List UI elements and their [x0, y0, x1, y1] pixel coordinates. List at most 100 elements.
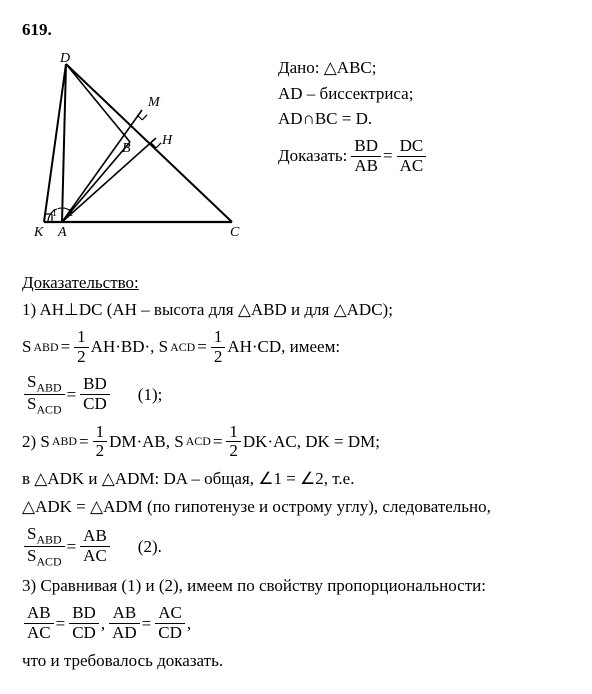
equals: =: [61, 335, 71, 359]
sub-abd: ABD: [36, 380, 61, 394]
svg-text:C: C: [230, 225, 240, 240]
sub-abd: ABD: [33, 339, 58, 356]
proof-heading: Доказательство:: [22, 273, 139, 292]
given-line-4: Доказать: BD AB = DC AC: [278, 137, 428, 175]
frac-num: 1: [93, 423, 108, 442]
text: 2) S: [22, 430, 50, 454]
frac-ab-ad: AB AD: [109, 604, 140, 642]
frac-den: CD: [155, 623, 185, 643]
given-block: Дано: △ABC; AD – биссектриса; AD∩BC = D.…: [278, 50, 428, 182]
svg-text:B: B: [122, 141, 131, 156]
given-line-3: AD∩BC = D.: [278, 107, 428, 131]
frac-bd-ab: BD AB: [351, 137, 381, 175]
qed: что и требовалось доказать.: [22, 649, 570, 673]
text: AH·BD·, S: [91, 335, 168, 359]
frac-num: 1: [226, 423, 241, 442]
equals: =: [383, 144, 393, 168]
equals: =: [56, 612, 66, 636]
text: ,: [187, 612, 191, 636]
frac-s-ratio: SABD SACD: [24, 525, 65, 569]
frac-den: SACD: [24, 394, 65, 416]
eq-label-2: (2).: [138, 535, 162, 559]
step-2a: 2) SABD = 12 DM·AB, SACD = 12 DK·AC, DK …: [22, 423, 570, 461]
sub-abd: ABD: [36, 532, 61, 546]
frac-den: 2: [211, 347, 226, 367]
frac-num: 1: [74, 328, 89, 347]
given-line-1: Дано: △ABC;: [278, 56, 428, 80]
problem-number: 619.: [22, 18, 570, 42]
svg-text:M: M: [147, 95, 161, 110]
frac-num: BD: [69, 604, 99, 623]
text: DM·AB, S: [109, 430, 184, 454]
equals: =: [67, 535, 77, 559]
prove-label: Доказать:: [278, 144, 347, 168]
frac-num: AB: [109, 604, 140, 623]
frac-den: CD: [80, 394, 110, 414]
frac-ac-cd: AC CD: [155, 604, 185, 642]
frac-bd-cd: BD CD: [69, 604, 99, 642]
svg-text:K: K: [33, 225, 44, 240]
step-1a: 1) AH⊥DC (AH – высота для △ABD и для △AD…: [22, 298, 570, 322]
svg-text:D: D: [59, 51, 70, 66]
frac-ab-ac: AB AC: [24, 604, 54, 642]
geometry-figure: KA C D B M H 12: [22, 50, 250, 253]
proof-block: Доказательство: 1) AH⊥DC (AH – высота дл…: [22, 271, 570, 673]
svg-text:1: 1: [52, 208, 57, 219]
s-symbol: S: [22, 335, 31, 359]
step-3a: 3) Сравнивая (1) и (2), имеем по свойств…: [22, 574, 570, 598]
equals: =: [79, 430, 89, 454]
frac-num: AB: [80, 527, 110, 546]
sub-acd: ACD: [170, 339, 195, 356]
frac-half: 12: [226, 423, 241, 461]
frac-den: 2: [226, 441, 241, 461]
frac-bd-cd: BD CD: [80, 375, 110, 413]
equals: =: [67, 383, 77, 407]
frac-den: CD: [69, 623, 99, 643]
ratio-1: SABD SACD = BD CD (1);: [22, 373, 570, 417]
frac-num: SABD: [24, 525, 65, 546]
sub-abd: ABD: [52, 433, 77, 450]
equals: =: [213, 430, 223, 454]
comma: ,: [101, 612, 105, 636]
given-label: Дано:: [278, 58, 324, 77]
sub-acd: ACD: [186, 433, 211, 450]
eq-label-1: (1);: [138, 383, 163, 407]
svg-text:A: A: [57, 225, 67, 240]
frac-den: AD: [109, 623, 140, 643]
equals: =: [142, 612, 152, 636]
frac-den: AC: [397, 156, 427, 176]
frac-s-ratio: SABD SACD: [24, 373, 65, 417]
frac-ab-ac: AB AC: [80, 527, 110, 565]
step-2b: в △ADK и △ADM: DA – общая, ∠1 = ∠2, т.е.: [22, 467, 570, 491]
frac-den: AC: [80, 546, 110, 566]
ratio-2: SABD SACD = AB AC (2).: [22, 525, 570, 569]
sub-acd: ACD: [36, 554, 61, 568]
text: AH·CD, имеем:: [227, 335, 340, 359]
frac-den: 2: [74, 347, 89, 367]
frac-num: BD: [80, 375, 110, 394]
frac-num: AB: [24, 604, 54, 623]
frac-half: 12: [211, 328, 226, 366]
frac-num: AC: [155, 604, 185, 623]
top-row: KACDBMH12 Дано: △ABC; AD – биссектриса; …: [22, 50, 570, 253]
step-1b: SABD = 12 AH·BD·, SACD = 12 AH·CD, имеем…: [22, 328, 570, 366]
svg-text:H: H: [161, 133, 173, 148]
step-3b: AB AC = BD CD , AB AD = AC CD ,: [22, 604, 570, 642]
sub-acd: ACD: [36, 402, 61, 416]
equals: =: [197, 335, 207, 359]
svg-text:2: 2: [68, 208, 73, 219]
frac-den: SACD: [24, 546, 65, 568]
frac-num: SABD: [24, 373, 65, 394]
given-line-2: AD – биссектриса;: [278, 82, 428, 106]
text: DK·AC, DK = DM;: [243, 430, 380, 454]
frac-den: AB: [351, 156, 381, 176]
frac-num: DC: [397, 137, 427, 156]
frac-den: AC: [24, 623, 54, 643]
frac-num: 1: [211, 328, 226, 347]
frac-dc-ac: DC AC: [397, 137, 427, 175]
given-triangle: △ABC;: [324, 58, 377, 77]
frac-num: BD: [351, 137, 381, 156]
frac-half: 12: [93, 423, 108, 461]
frac-den: 2: [93, 441, 108, 461]
step-2c: △ADK = △ADM (по гипотенузе и острому угл…: [22, 495, 570, 519]
